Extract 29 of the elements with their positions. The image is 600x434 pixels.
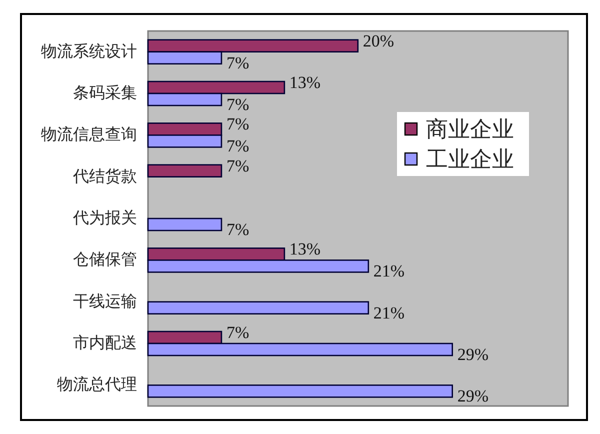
data-label: 13% [289, 73, 321, 92]
y-tick-label: 仓储保管 [73, 252, 137, 269]
y-tick-label: 物流总代理 [57, 376, 137, 394]
y-tick-label: 市内配送 [73, 334, 137, 352]
bar [147, 384, 453, 398]
data-label: 7% [226, 136, 250, 156]
y-tick-label: 代结货款 [72, 167, 137, 186]
y-tick-label: 物流信息查询 [41, 126, 137, 144]
data-label: 21% [373, 262, 405, 281]
data-label: 20% [362, 31, 394, 50]
bar [147, 301, 370, 314]
data-label: 7% [226, 114, 250, 134]
legend-label: 工业企业 [426, 146, 514, 172]
bar [147, 164, 222, 178]
bar [147, 218, 222, 232]
data-label: 7% [226, 95, 250, 114]
data-label: 29% [457, 345, 489, 364]
data-label: 7% [226, 53, 250, 72]
y-tick-label: 干线运输 [73, 292, 137, 310]
legend-label: 商业企业 [426, 116, 514, 142]
data-label: 29% [457, 386, 489, 406]
data-label: 7% [226, 220, 250, 239]
data-label: 21% [373, 303, 405, 322]
data-label: 7% [226, 156, 250, 176]
data-label: 7% [226, 323, 250, 342]
y-tick-label: 物流系统设计 [41, 42, 137, 60]
y-tick-label: 代为报关 [72, 209, 137, 227]
data-label: 13% [289, 240, 321, 259]
y-tick-label: 条码采集 [73, 84, 137, 102]
